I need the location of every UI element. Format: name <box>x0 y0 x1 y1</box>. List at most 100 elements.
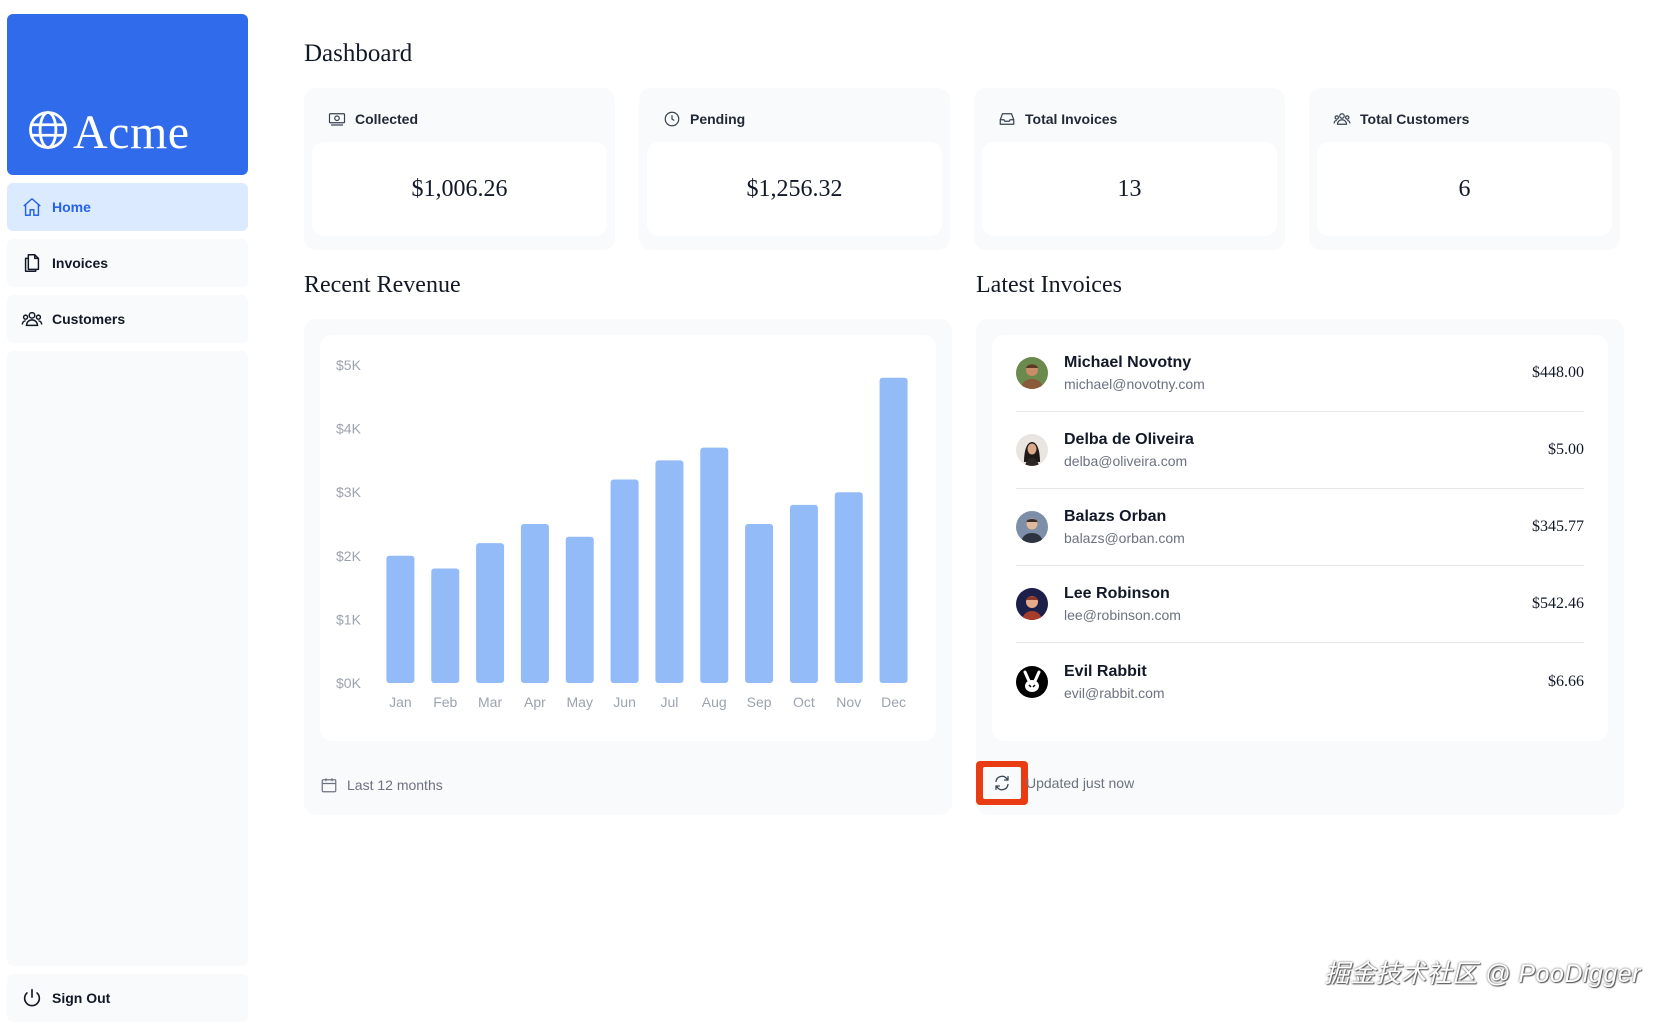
home-icon <box>23 198 41 216</box>
card-header: Pending <box>647 96 942 142</box>
revenue-chart-svg: $0K $1K $2K $3K $4K $5K Jan Feb Mar Apr May Jun Jul A… <box>336 357 908 710</box>
bar-jun <box>610 479 639 683</box>
invoice-amount: $345.77 <box>1532 518 1584 535</box>
summary-cards: Collected $1,006.26 Pending $1,256.32 To… <box>304 88 1624 250</box>
card-value: $1,006.26 <box>312 142 607 236</box>
avatar <box>1016 511 1048 543</box>
invoice-amount: $448.00 <box>1532 364 1584 381</box>
y-tick-label: $0K <box>336 675 362 691</box>
avatar <box>1016 665 1048 698</box>
customer-info: Evil Rabbit evil@rabbit.com <box>1064 663 1548 701</box>
card-value: 6 <box>1317 142 1612 236</box>
x-tick-label: Jul <box>660 694 678 710</box>
customer-email: delba@oliveira.com <box>1064 453 1188 469</box>
invoice-amount: $5.00 <box>1548 441 1584 458</box>
customer-name: Delba de Oliveira <box>1064 431 1194 448</box>
y-tick-label: $4K <box>336 421 362 437</box>
avatar-balazs-icon <box>1016 511 1048 543</box>
refresh-button[interactable] <box>976 761 1028 805</box>
latest-invoices-title: Latest Invoices <box>976 272 1122 298</box>
clock-icon <box>664 111 680 127</box>
avatar-lee-icon <box>1016 588 1048 620</box>
revenue-chart: $0K $1K $2K $3K $4K $5K Jan Feb Mar Apr May Jun Jul A… <box>320 335 936 741</box>
list-item[interactable]: Balazs Orban balazs@orban.com $345.77 <box>1016 489 1584 566</box>
revenue-title: Recent Revenue <box>304 272 461 298</box>
power-icon <box>23 988 41 1007</box>
users-icon <box>1333 113 1351 125</box>
brand-logo[interactable]: Acme <box>7 14 248 175</box>
revenue-footer: Last 12 months <box>320 773 443 797</box>
globe-icon <box>29 111 67 149</box>
avatar <box>1016 434 1048 466</box>
sidebar-item-invoices[interactable]: Invoices <box>7 239 248 287</box>
updated-status-text: Updated just now <box>1026 775 1135 791</box>
x-tick-label: Jun <box>613 694 636 710</box>
brand-name: Acme <box>73 106 190 159</box>
invoice-list: Michael Novotny michael@novotny.com $448… <box>992 335 1608 741</box>
y-tick-label: $3K <box>336 484 362 500</box>
card-total-customers: Total Customers 6 <box>1309 88 1620 250</box>
x-tick-label: Aug <box>702 694 727 710</box>
bar-may <box>565 536 594 683</box>
sidebar-item-home[interactable]: Home <box>7 183 248 231</box>
avatar-evil-rabbit-icon <box>1016 665 1048 698</box>
bar-mar <box>476 543 505 683</box>
card-pending: Pending $1,256.32 <box>639 88 950 250</box>
customer-name: Lee Robinson <box>1064 585 1170 602</box>
document-icon <box>24 254 40 272</box>
customer-name: Michael Novotny <box>1064 354 1192 371</box>
revenue-section: Recent Revenue $0K $1K $2K $3K $4K $5K Jan Feb M… <box>304 272 952 815</box>
bar-feb <box>431 568 460 683</box>
page-title: Dashboard <box>304 40 413 67</box>
card-header: Total Invoices <box>982 96 1277 142</box>
x-tick-label: Jan <box>389 694 412 710</box>
x-tick-label: Apr <box>524 694 546 710</box>
y-tick-label: $2K <box>336 548 362 564</box>
customer-name: Evil Rabbit <box>1064 662 1147 680</box>
sign-out-button[interactable]: Sign Out <box>7 974 248 1022</box>
card-label: Collected <box>355 111 419 127</box>
x-tick-label: Nov <box>836 694 861 710</box>
bar-apr <box>520 524 549 683</box>
avatar-michael-icon <box>1016 357 1048 389</box>
banknotes-icon <box>328 113 346 126</box>
list-item[interactable]: Delba de Oliveira delba@oliveira.com $5.… <box>1016 412 1584 489</box>
card-value: $1,256.32 <box>647 142 942 236</box>
card-collected: Collected $1,006.26 <box>304 88 615 250</box>
customer-email: evil@rabbit.com <box>1064 684 1165 701</box>
latest-invoices-section: Latest Invoices Michael Novotny michael@… <box>976 272 1624 815</box>
card-total-invoices: Total Invoices 13 <box>974 88 1285 250</box>
invoice-amount: $542.46 <box>1532 595 1584 612</box>
bar-sep <box>745 524 774 683</box>
x-tick-label: Sep <box>747 694 772 710</box>
list-item[interactable]: Michael Novotny michael@novotny.com $448… <box>1016 335 1584 412</box>
bar-aug <box>700 447 729 683</box>
customer-name: Balazs Orban <box>1064 508 1167 525</box>
x-tick-label: Oct <box>793 694 815 710</box>
bar-oct <box>789 504 818 683</box>
y-tick-label: $1K <box>336 611 362 627</box>
revenue-footer-text: Last 12 months <box>347 777 443 793</box>
card-label: Pending <box>690 111 746 127</box>
avatar <box>1016 357 1048 389</box>
customer-info: Balazs Orban balazs@orban.com <box>1064 508 1532 546</box>
watermark: 掘金技术社区 @ PooDigger <box>1324 960 1641 988</box>
bar-jul <box>655 460 684 683</box>
sidebar-item-customers[interactable]: Customers <box>7 295 248 343</box>
main-content: Dashboard Collected $1,006.26 Pending $1… <box>304 40 1624 815</box>
x-tick-label: Dec <box>881 694 906 710</box>
customer-info: Michael Novotny michael@novotny.com <box>1064 354 1532 392</box>
bar-dec <box>879 377 908 683</box>
bar-nov <box>834 492 863 683</box>
refresh-icon <box>995 775 1009 791</box>
card-header: Collected <box>312 96 607 142</box>
list-item[interactable]: Lee Robinson lee@robinson.com $542.46 <box>1016 566 1584 643</box>
sidebar-item-label: Customers <box>52 311 126 327</box>
sidebar-spacer <box>7 351 248 966</box>
avatar <box>1016 588 1048 620</box>
avatar-delba-icon <box>1016 434 1048 466</box>
customer-email: michael@novotny.com <box>1064 376 1205 392</box>
list-item[interactable]: Evil Rabbit evil@rabbit.com $6.66 <box>1016 643 1584 720</box>
customer-info: Lee Robinson lee@robinson.com <box>1064 585 1532 623</box>
customer-info: Delba de Oliveira delba@oliveira.com <box>1064 431 1548 469</box>
